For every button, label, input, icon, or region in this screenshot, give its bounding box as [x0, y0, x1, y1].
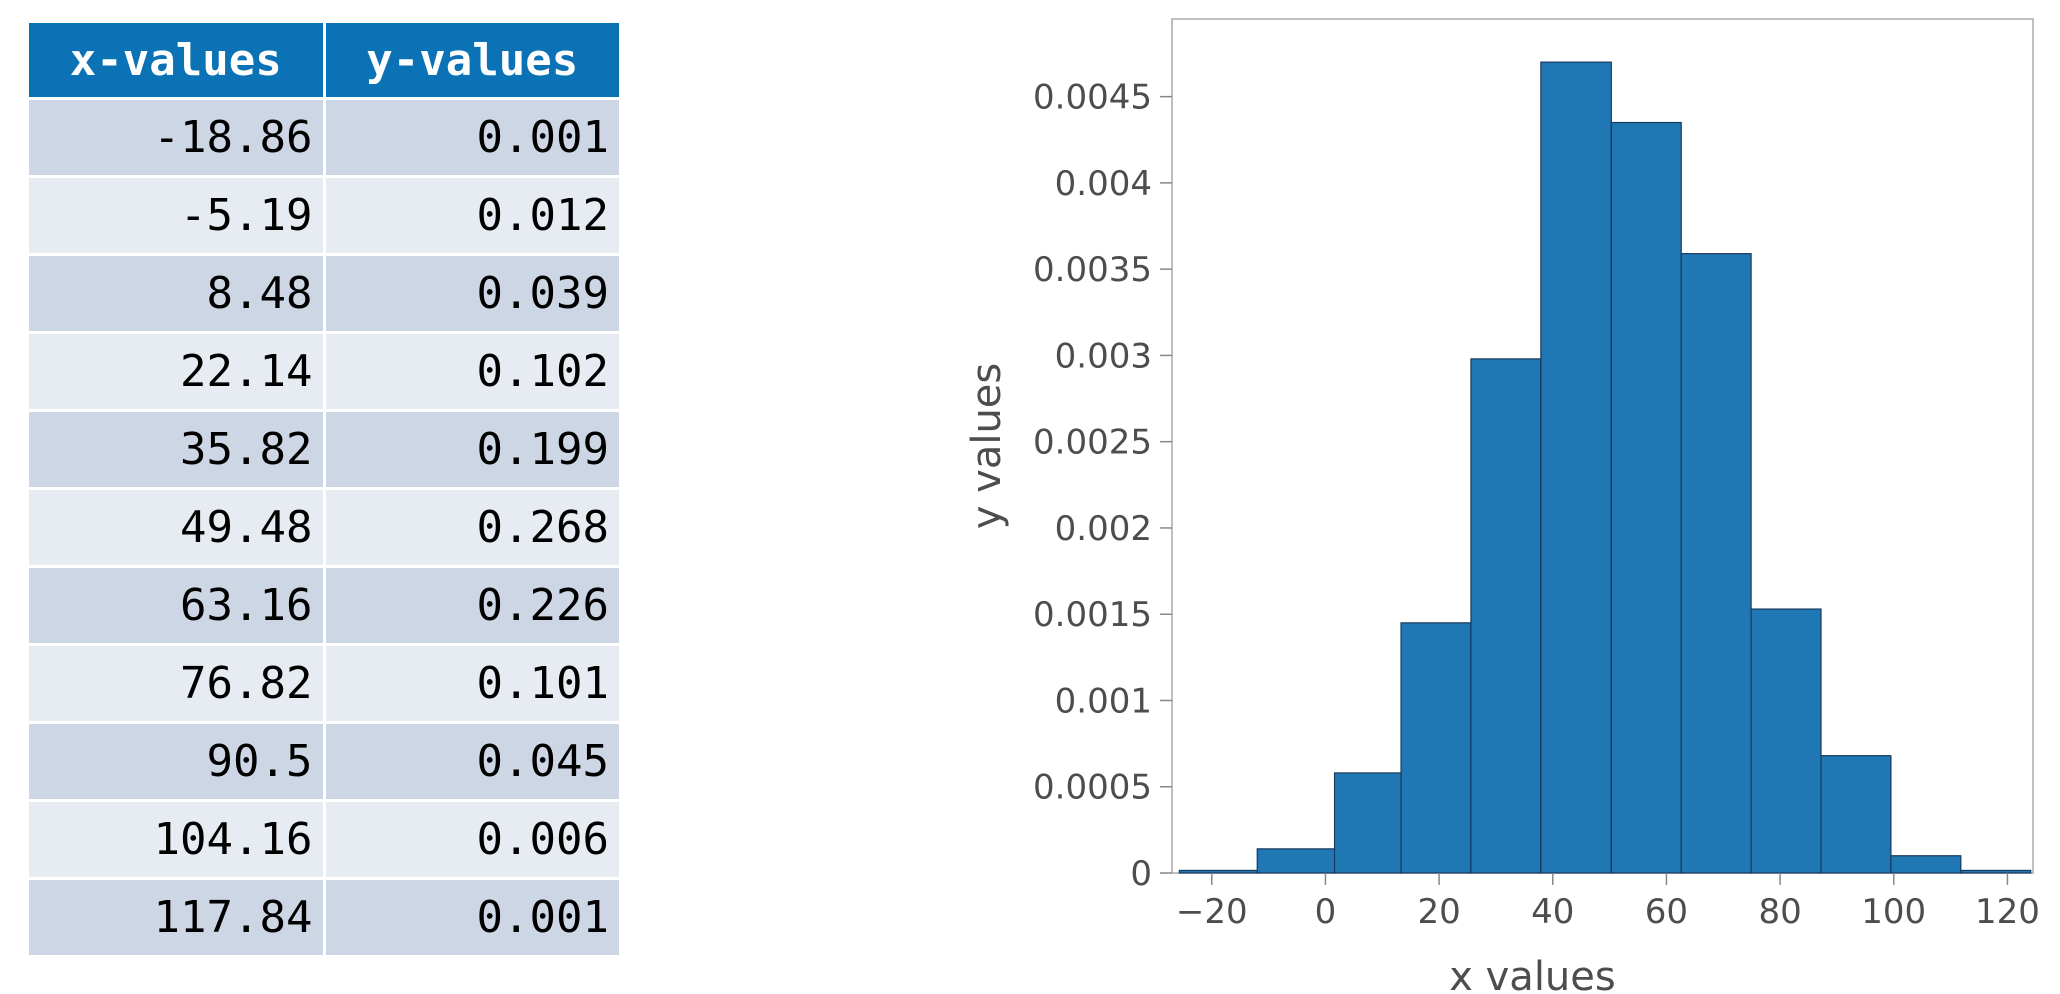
x-value-cell: 22.14 — [26, 331, 326, 412]
x-value-cell: 8.48 — [26, 253, 326, 334]
y-value-cell: 0.039 — [322, 253, 622, 334]
header-y-values: y-values — [322, 20, 622, 100]
table-row: 49.48 0.268 — [26, 487, 622, 568]
y-tick-label: 0.002 — [1055, 509, 1152, 549]
x-tick-label: 0 — [1315, 892, 1337, 932]
x-value-cell: 76.82 — [26, 643, 326, 724]
y-value-cell: 0.001 — [322, 97, 622, 178]
histogram-bar — [1470, 358, 1542, 874]
header-x-values: x-values — [26, 20, 326, 100]
x-value-cell: 104.16 — [26, 799, 326, 880]
x-tick-label: 20 — [1417, 892, 1460, 932]
x-tick-label: 40 — [1531, 892, 1574, 932]
y-value-cell: 0.199 — [322, 409, 622, 490]
histogram-bar — [1750, 608, 1822, 874]
x-tick-label: 80 — [1758, 892, 1801, 932]
histogram-bar — [1820, 755, 1892, 874]
histogram-bar — [1540, 61, 1612, 874]
x-axis-title: x values — [1449, 954, 1615, 994]
x-value-cell: 117.84 — [26, 877, 326, 958]
y-tick-label: 0 — [1130, 854, 1152, 894]
y-tick-label: 0.0045 — [1033, 78, 1152, 118]
histogram-bar — [1890, 855, 1962, 874]
x-value-cell: 90.5 — [26, 721, 326, 802]
histogram-bar — [1256, 848, 1336, 874]
y-value-cell: 0.001 — [322, 877, 622, 958]
x-value-cell: 35.82 — [26, 409, 326, 490]
histogram-bar — [1333, 772, 1402, 874]
histogram-bar — [1960, 869, 2032, 874]
y-axis-title: y values — [964, 363, 1010, 529]
x-tick-label: 60 — [1645, 892, 1688, 932]
y-value-cell: 0.226 — [322, 565, 622, 646]
y-value-cell: 0.012 — [322, 175, 622, 256]
x-value-cell: -5.19 — [26, 175, 326, 256]
table-row: 22.14 0.102 — [26, 331, 622, 412]
x-value-cell: -18.86 — [26, 97, 326, 178]
table-row: -18.86 0.001 — [26, 97, 622, 178]
y-value-cell: 0.102 — [322, 331, 622, 412]
histogram-bar — [1400, 622, 1472, 874]
table-row: 35.82 0.199 — [26, 409, 622, 490]
table-row: 8.48 0.039 — [26, 253, 622, 334]
table-row: 104.16 0.006 — [26, 799, 622, 880]
table-row: 63.16 0.226 — [26, 565, 622, 646]
table-row: 117.84 0.001 — [26, 877, 622, 958]
x-value-cell: 49.48 — [26, 487, 326, 568]
y-tick-label: 0.0025 — [1033, 423, 1152, 463]
y-value-cell: 0.045 — [322, 721, 622, 802]
y-value-cell: 0.006 — [322, 799, 622, 880]
histogram-bar — [1178, 869, 1258, 874]
y-tick-label: 0.004 — [1055, 164, 1152, 204]
y-tick-label: 0.003 — [1055, 336, 1152, 376]
data-table: x-values y-values -18.86 0.001 -5.19 0.012 8.… — [26, 20, 622, 958]
x-tick-label: −20 — [1176, 892, 1248, 932]
x-tick-label: 100 — [1861, 892, 1926, 932]
x-value-cell: 63.16 — [26, 565, 326, 646]
table-row: 76.82 0.101 — [26, 643, 622, 724]
table-header-row: x-values y-values — [26, 20, 622, 100]
x-tick-label: 120 — [1975, 892, 2040, 932]
y-tick-label: 0.0035 — [1033, 250, 1152, 290]
y-value-cell: 0.101 — [322, 643, 622, 724]
y-value-cell: 0.268 — [322, 487, 622, 568]
y-tick-label: 0.0015 — [1033, 595, 1152, 635]
y-tick-label: 0.001 — [1055, 681, 1152, 721]
histogram-bar — [1610, 121, 1682, 874]
y-tick-label: 0.0005 — [1033, 768, 1152, 808]
histogram-bar — [1680, 253, 1752, 874]
table-row: 90.5 0.045 — [26, 721, 622, 802]
table-row: -5.19 0.012 — [26, 175, 622, 256]
